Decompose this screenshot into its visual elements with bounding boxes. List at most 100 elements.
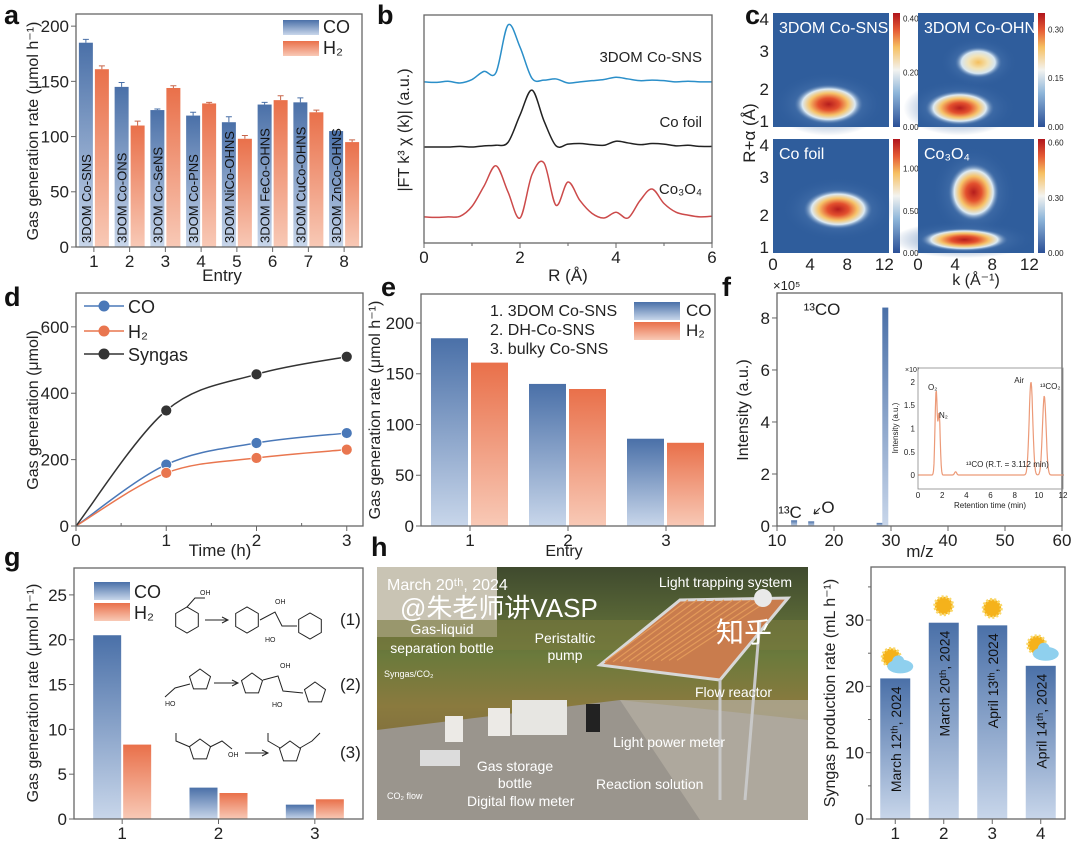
legend-h2-label: H₂ <box>686 321 705 340</box>
inset-y-tick-label: 1 <box>911 425 916 434</box>
marker-co-t2 <box>250 437 263 449</box>
x-tick-label: 4 <box>611 248 620 267</box>
marker-syngas-t2 <box>250 368 263 381</box>
y-tick-label: 30 <box>845 611 864 630</box>
y-tick-label: 0 <box>405 517 414 536</box>
photo-label-co2-flow: CO₂ flow <box>387 791 423 801</box>
heatmap-1: 3DOM Co-SNS 0.00 0.20 0.40 1 2 3 4 <box>760 10 919 136</box>
arrow-icon <box>205 616 230 624</box>
light-power-meter-image <box>586 704 600 732</box>
colorbar <box>893 13 900 127</box>
inset-x-tick-label: 6 <box>988 491 993 500</box>
series-label: 3DOM Co-SNS <box>599 49 702 66</box>
bar-mz-16 <box>808 521 815 526</box>
y-axis-label: R+α (Å) <box>740 103 759 162</box>
x-tick-label: 8 <box>843 255 852 274</box>
dff-structure <box>278 740 302 762</box>
inset-peak-label: Air <box>1014 376 1024 385</box>
y-tick-label: 200 <box>41 451 69 470</box>
legend-co-label: CO <box>323 17 350 37</box>
bar-h2-reaction-1 <box>123 744 152 819</box>
y-tick-label: 4 <box>760 10 769 29</box>
y-tick-label: 0 <box>855 810 864 829</box>
x-tick-label: 7 <box>304 252 313 271</box>
storage-bottle-image <box>445 716 463 742</box>
error-bar <box>206 101 213 104</box>
x-tick-label: 20 <box>825 531 844 550</box>
panel-h-syngas-bar-chart: March 12ᵗʰ, 2024 March 20ᵗʰ, 2024 April 13… <box>822 566 1066 843</box>
bar-co-entry-2 <box>114 86 129 247</box>
x-tick-label: 12 <box>1020 255 1039 274</box>
inset-y-tick-label: 0 <box>911 471 916 480</box>
bar-label: 3DOM CuCo-OHNS <box>293 126 308 243</box>
error-bar <box>297 97 304 103</box>
y-tick-label: 8 <box>761 309 770 328</box>
legend-marker-syngas <box>98 348 110 360</box>
x-tick-label: 2 <box>252 531 261 550</box>
y-tick-label: 4 <box>761 413 770 432</box>
inset-peak-label: O₂ <box>928 383 937 392</box>
chem-label: OH <box>228 752 239 759</box>
chem-label: OH <box>200 590 211 597</box>
plot-frame <box>75 292 364 527</box>
marker-syngas-t3 <box>340 350 353 363</box>
inset-frame <box>917 367 1064 490</box>
x-axis-label: m/z <box>906 542 933 561</box>
panel-d-line-chart: CO H₂ Syngas 0 200 400 600 0 1 2 3 Time (h) Gas gene… <box>25 292 364 560</box>
bar-label: March 12ᵗʰ, 2024 <box>888 686 904 792</box>
y-tick-label: 5 <box>58 765 67 784</box>
reactor-tube <box>628 599 716 662</box>
bar-label: 3DOM Co-SNS <box>79 154 94 243</box>
colorbar-tick-label: 0.00 <box>1048 123 1064 132</box>
legend-marker-co <box>98 300 110 312</box>
legend-h2-label: H₂ <box>323 38 343 58</box>
heatmap-peak <box>793 83 864 125</box>
panel-b-line-chart: 3DOM Co-SNS Co foil Co₃O₄ 0 2 4 6 R (Å) |FT k³ χ… <box>396 14 717 285</box>
bar-day-1 <box>880 678 911 819</box>
bar-day-4 <box>1025 665 1056 819</box>
x-tick-label: 3 <box>310 824 319 843</box>
photo-label-reaction-solution: Reaction solution <box>596 776 703 792</box>
pavement <box>620 700 808 820</box>
x-tick-label: 2 <box>939 824 948 843</box>
y-tick-label: 0 <box>761 517 770 536</box>
colorbar-tick-label: 0.30 <box>1048 194 1064 203</box>
bond <box>175 733 233 750</box>
bar-label: 3DOM Co-ONS <box>115 152 130 243</box>
chem-label: OH <box>280 663 291 670</box>
x-tick-label: 2 <box>214 824 223 843</box>
colorbar-tick-label: 0.00 <box>903 123 919 132</box>
y-tick-label: 150 <box>386 365 414 384</box>
partly-cloudy-icon <box>1026 634 1059 661</box>
error-bar <box>225 116 232 123</box>
colorbar-tick-label: 0.00 <box>1048 249 1064 258</box>
heatmap-title: Co foil <box>779 146 824 163</box>
line-3dom-co-sns <box>423 23 713 84</box>
y-axis-label: Gas generation (μmol) <box>25 330 42 490</box>
y-tick-label: 100 <box>41 128 69 147</box>
x-axis-label: R (Å) <box>548 266 588 285</box>
legend-h2-label: H₂ <box>134 603 154 623</box>
y-tick-label: 2 <box>760 80 769 99</box>
photo-label-gas-storage-1: Gas storage <box>477 758 553 774</box>
inset-x-tick-label: 0 <box>916 491 921 500</box>
phenyl-ring-structure <box>235 606 259 634</box>
error-bar <box>134 120 141 126</box>
x-tick-label: 3 <box>342 531 351 550</box>
x-tick-label: 4 <box>1036 824 1045 843</box>
y-tick-label: 50 <box>395 466 414 485</box>
reactor-tube <box>612 599 698 663</box>
arrow-icon <box>214 679 240 687</box>
separation-bottle-image <box>488 708 510 736</box>
y-tick-label: 0 <box>58 810 67 829</box>
bar-h2-entry-1 <box>94 69 109 247</box>
plot-frame <box>75 13 363 248</box>
heatmap-title: 3DOM Co-OHNS <box>924 20 1047 37</box>
x-axis-label: Entry <box>202 266 242 285</box>
photo-label-light-trapping: Light trapping system <box>659 574 792 590</box>
colorbar-tick-label: 0.15 <box>1048 74 1064 83</box>
heatmap-peak <box>954 46 1003 79</box>
y-tick-label: 6 <box>761 361 770 380</box>
